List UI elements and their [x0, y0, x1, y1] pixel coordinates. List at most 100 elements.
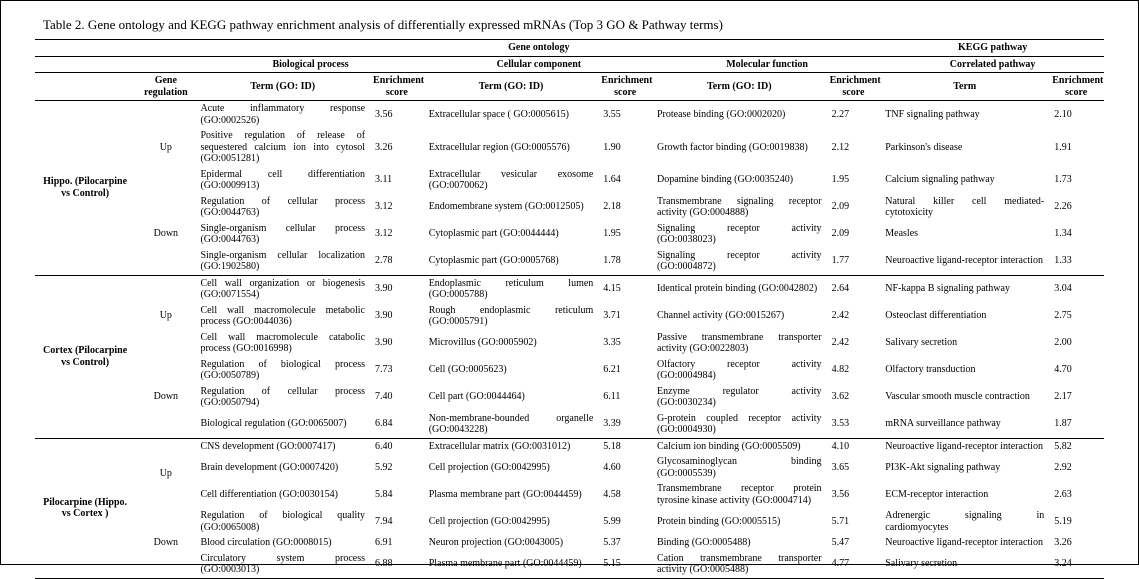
cc-score: 5.18 [597, 438, 653, 454]
k-score: 3.26 [1048, 535, 1104, 551]
bp-score: 3.56 [369, 101, 425, 129]
header-mf-term: Term (GO: ID) [653, 73, 826, 101]
k-term: Neuroactive ligand-receptor interaction [881, 438, 1048, 454]
mf-score: 4.77 [826, 551, 882, 579]
mf-term: Channel activity (GO:0015267) [653, 303, 826, 330]
cc-score: 4.58 [597, 481, 653, 508]
k-score: 3.24 [1048, 551, 1104, 579]
mf-term: Transmembrane signaling receptor activit… [653, 194, 826, 221]
cc-score: 3.55 [597, 101, 653, 129]
table-title: Table 2. Gene ontology and KEGG pathway … [43, 17, 1104, 33]
bp-score: 7.94 [369, 508, 425, 535]
bp-term: Blood circulation (GO:0008015) [196, 535, 369, 551]
cc-term: Endomembrane system (GO:0012505) [425, 194, 598, 221]
cc-score: 4.60 [597, 454, 653, 481]
mf-term: Enzyme regulator activity (GO:0030234) [653, 384, 826, 411]
bp-term: Brain development (GO:0007420) [196, 454, 369, 481]
header-cc-term: Term (GO: ID) [425, 73, 598, 101]
regulation-label: Down [135, 508, 196, 578]
table-head: Gene ontology KEGG pathway Biological pr… [35, 40, 1104, 101]
bp-term: Positive regulation of release of seques… [196, 128, 369, 167]
cc-term: Extracellular region (GO:0005576) [425, 128, 598, 167]
cc-score: 6.21 [597, 357, 653, 384]
k-term: TNF signaling pathway [881, 101, 1048, 129]
k-score: 4.70 [1048, 357, 1104, 384]
mf-term: Identical protein binding (GO:0042802) [653, 275, 826, 303]
mf-term: Protein binding (GO:0005515) [653, 508, 826, 535]
k-term: Osteoclast differentiation [881, 303, 1048, 330]
bp-term: Cell wall macromolecule metabolic proces… [196, 303, 369, 330]
k-term: Natural killer cell mediated-cytotoxicit… [881, 194, 1048, 221]
regulation-label: Up [135, 275, 196, 357]
bp-term: Cell differentiation (GO:0030154) [196, 481, 369, 508]
mf-score: 3.53 [826, 411, 882, 439]
cc-term: Cytoplasmic part (GO:0044444) [425, 221, 598, 248]
bp-score: 3.12 [369, 194, 425, 221]
bp-term: Regulation of biological process (GO:005… [196, 357, 369, 384]
cc-score: 5.99 [597, 508, 653, 535]
k-score: 2.10 [1048, 101, 1104, 129]
k-term: Adrenergic signaling in cardiomyocytes [881, 508, 1048, 535]
header-cc: Cellular component [425, 56, 653, 73]
mf-score: 2.42 [826, 330, 882, 357]
k-score: 2.92 [1048, 454, 1104, 481]
cc-score: 3.39 [597, 411, 653, 439]
header-bp: Biological process [196, 56, 424, 73]
bp-score: 2.78 [369, 248, 425, 276]
cc-term: Cytoplasmic part (GO:0005768) [425, 248, 598, 276]
header-cp: Correlated pathway [881, 56, 1104, 73]
cc-term: Rough endoplasmic reticulum (GO:0005791) [425, 303, 598, 330]
comparison-label: Pilocarpine (Hippo. vs Cortex ) [35, 438, 135, 578]
mf-term: Signaling receptor activity (GO:0004872) [653, 248, 826, 276]
k-score: 1.73 [1048, 167, 1104, 194]
k-score: 1.91 [1048, 128, 1104, 167]
cc-term: Cell (GO:0005623) [425, 357, 598, 384]
header-go: Gene ontology [196, 40, 881, 57]
bp-score: 3.26 [369, 128, 425, 167]
bp-score: 6.91 [369, 535, 425, 551]
k-score: 1.87 [1048, 411, 1104, 439]
header-k-term: Term [881, 73, 1048, 101]
cc-score: 5.15 [597, 551, 653, 579]
cc-term: Extracellular vesicular exosome (GO:0070… [425, 167, 598, 194]
mf-term: Olfactory receptor activity (GO:0004984) [653, 357, 826, 384]
mf-term: Glycosaminoglycan binding (GO:0005539) [653, 454, 826, 481]
bp-score: 7.73 [369, 357, 425, 384]
k-score: 5.19 [1048, 508, 1104, 535]
k-score: 2.26 [1048, 194, 1104, 221]
cc-score: 1.64 [597, 167, 653, 194]
mf-score: 4.82 [826, 357, 882, 384]
comparison-label: Hippo. (Pilocarpine vs Control) [35, 101, 135, 276]
cc-score: 1.78 [597, 248, 653, 276]
bp-term: CNS development (GO:0007417) [196, 438, 369, 454]
bp-term: Regulation of cellular process (GO:00507… [196, 384, 369, 411]
mf-term: Calcium ion binding (GO:0005509) [653, 438, 826, 454]
header-cc-score: Enrichment score [597, 73, 653, 101]
regulation-label: Up [135, 438, 196, 508]
mf-score: 3.56 [826, 481, 882, 508]
bp-term: Cell wall organization or biogenesis (GO… [196, 275, 369, 303]
k-term: Salivary secretion [881, 330, 1048, 357]
bp-term: Regulation of cellular process (GO:00447… [196, 194, 369, 221]
k-score: 1.33 [1048, 248, 1104, 276]
mf-score: 2.64 [826, 275, 882, 303]
mf-score: 1.95 [826, 167, 882, 194]
bp-term: Circulatory system process (GO:0003013) [196, 551, 369, 579]
k-score: 2.00 [1048, 330, 1104, 357]
k-term: Vascular smooth muscle contraction [881, 384, 1048, 411]
header-mf: Molecular function [653, 56, 881, 73]
mf-score: 4.10 [826, 438, 882, 454]
k-term: Parkinson's disease [881, 128, 1048, 167]
bp-score: 3.12 [369, 221, 425, 248]
bp-score: 5.84 [369, 481, 425, 508]
mf-score: 1.77 [826, 248, 882, 276]
mf-score: 2.09 [826, 221, 882, 248]
k-term: Neuroactive ligand-receptor interaction [881, 535, 1048, 551]
bp-score: 3.90 [369, 330, 425, 357]
k-term: Measles [881, 221, 1048, 248]
cc-term: Non-membrane-bounded organelle (GO:00432… [425, 411, 598, 439]
bp-term: Single-organism cellular process (GO:004… [196, 221, 369, 248]
mf-score: 5.47 [826, 535, 882, 551]
bp-score: 3.90 [369, 303, 425, 330]
k-term: Olfactory transduction [881, 357, 1048, 384]
